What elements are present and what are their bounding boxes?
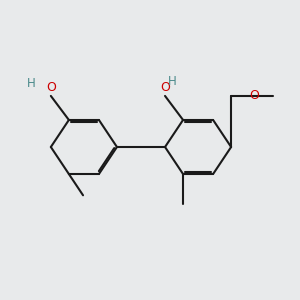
Text: O: O [46, 81, 56, 94]
Text: H: H [168, 75, 177, 88]
Text: O: O [250, 89, 260, 102]
Text: H: H [27, 77, 36, 90]
Text: O: O [160, 81, 170, 94]
